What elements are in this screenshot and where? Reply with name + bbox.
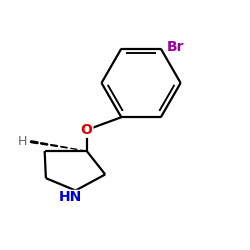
Text: O: O [81, 123, 92, 137]
Text: Br: Br [167, 40, 184, 54]
Text: O: O [81, 123, 92, 137]
Text: H: H [18, 134, 27, 147]
Text: HN: HN [59, 190, 82, 204]
